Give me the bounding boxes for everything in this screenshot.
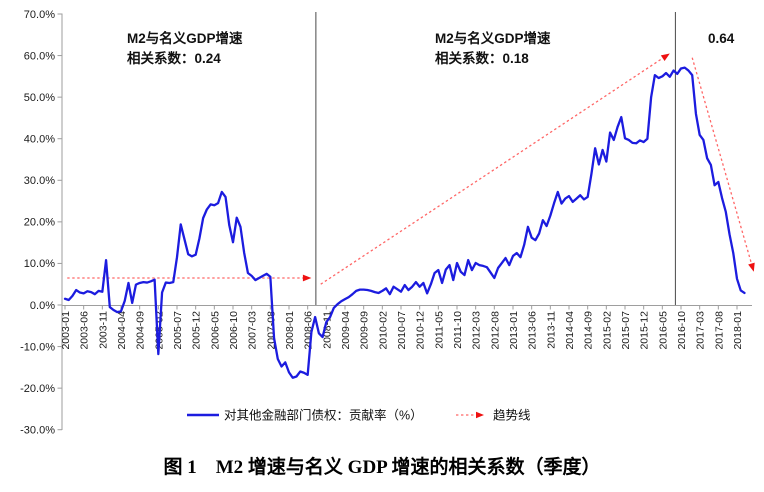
annotations: M2与名义GDP增速 相关系数：0.24 M2与名义GDP增速 相关系数：0.1… [127, 30, 735, 66]
x-tick-label: 2004-09 [135, 311, 147, 350]
x-tick-label: 2015-07 [620, 311, 632, 350]
x-tick-label: 2005-12 [191, 311, 203, 350]
trend-arrowhead-icon [302, 274, 312, 282]
annotation-period2-line1: M2与名义GDP增速 [435, 30, 551, 46]
y-tick-label: 20.0% [24, 217, 55, 229]
x-tick-label: 2003-01 [60, 311, 72, 350]
x-tick-label: 2013-01 [508, 311, 520, 350]
marks-layer [67, 12, 755, 305]
y-tick-label: 50.0% [24, 92, 55, 104]
legend-trend-arrow-icon [476, 411, 484, 419]
y-tick-label: -10.0% [20, 341, 55, 353]
x-tick-label: 2010-02 [377, 311, 389, 350]
y-tick-label: 70.0% [24, 9, 55, 21]
x-tick-label: 2006-10 [228, 311, 240, 350]
trend-line [691, 57, 753, 266]
trend-arrowhead-icon [660, 53, 670, 62]
figure-caption: 图 1 M2 增速与名义 GDP 增速的相关系数（季度） [0, 452, 764, 479]
x-tick-label: 2005-07 [172, 311, 184, 350]
x-tick-label: 2007-03 [247, 311, 259, 350]
annotation-period1-line2: 相关系数：0.24 [127, 50, 221, 66]
x-tick-label: 2003-11 [97, 311, 109, 349]
legend-trend-label: 趋势线 [493, 408, 531, 423]
x-tick-label: 2015-12 [639, 311, 651, 350]
annotation-period3-value: 0.64 [708, 31, 735, 46]
legend-series-label: 对其他金融部门债权：贡献率（%） [224, 408, 423, 423]
axis-layer: 70.0% 60.0% 50.0% 40.0% 30.0% 20.0% 10.0% 0.0% -… [20, 9, 744, 437]
x-tick-label: 2009-04 [340, 311, 352, 350]
x-tick-label: 2008-01 [284, 311, 296, 350]
x-tick-label: 2009-09 [359, 311, 371, 350]
x-tick-label: 2010-12 [415, 311, 427, 350]
x-tick-label: 2016-05 [657, 311, 669, 350]
x-tick-label: 2013-11 [545, 311, 557, 349]
x-tick-label: 2012-03 [471, 311, 483, 350]
x-tick-label: 2017-03 [695, 311, 707, 350]
annotation-period1-line1: M2与名义GDP增速 [127, 30, 243, 46]
chart-svg: 70.0% 60.0% 50.0% 40.0% 30.0% 20.0% 10.0% 0.0% -… [20, 9, 755, 437]
legend: 对其他金融部门债权：贡献率（%） 趋势线 [187, 408, 531, 423]
x-tick-label: 2011-05 [433, 311, 445, 349]
x-tick-label: 2017-08 [713, 311, 725, 350]
annotation-period2-line2: 相关系数：0.18 [435, 50, 529, 66]
x-tick-label: 2011-10 [452, 311, 464, 349]
y-tick-label: 60.0% [24, 50, 55, 62]
x-tick-label: 2004-04 [116, 311, 128, 350]
x-tick-label: 2010-07 [396, 311, 408, 350]
x-tick-label: 2006-05 [209, 311, 221, 350]
figure-caption-text: 图 1 M2 增速与名义 GDP 增速的相关系数（季度） [163, 457, 601, 478]
y-tick-label: 10.0% [24, 258, 55, 270]
y-tick-label: 30.0% [24, 175, 55, 187]
x-tick-label: 2014-04 [564, 311, 576, 350]
y-tick-label: -20.0% [20, 383, 55, 395]
y-tick-label: 40.0% [24, 134, 55, 146]
series-line [63, 66, 746, 379]
x-tick-label: 2008-11 [321, 311, 333, 349]
x-tick-label: 2012-08 [489, 311, 501, 350]
x-tick-label: 2016-10 [676, 311, 688, 350]
x-tick-label: 2015-02 [601, 311, 613, 350]
x-tick-label: 2003-06 [79, 311, 91, 350]
x-tick-label: 2013-06 [527, 311, 539, 350]
y-tick-label: -30.0% [20, 425, 55, 437]
y-tick-label: 0.0% [30, 300, 55, 312]
x-tick-label: 2018-01 [732, 311, 744, 350]
trend-arrowhead-icon [748, 262, 755, 272]
trend-line [320, 56, 665, 285]
x-tick-label: 2014-09 [583, 311, 595, 350]
